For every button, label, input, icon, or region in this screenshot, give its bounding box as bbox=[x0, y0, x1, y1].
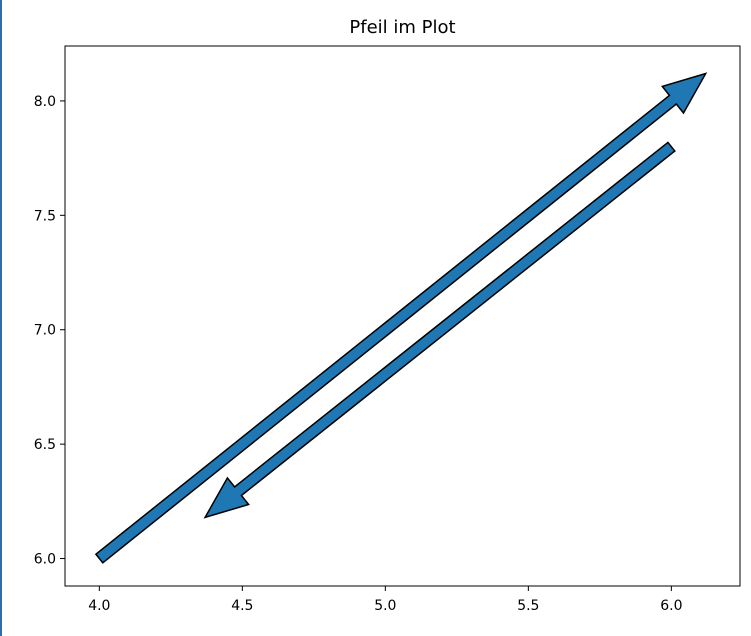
arrows-layer bbox=[94, 72, 708, 564]
x-tick-label: 6.0 bbox=[660, 598, 682, 614]
arrow-up-right bbox=[94, 72, 708, 564]
window-left-edge bbox=[0, 0, 2, 636]
x-tick-label: 5.5 bbox=[517, 598, 539, 614]
y-tick-label: 8.0 bbox=[34, 94, 56, 110]
x-tick-label: 4.0 bbox=[88, 598, 110, 614]
x-tick-label: 5.0 bbox=[374, 598, 396, 614]
y-tick-label: 6.0 bbox=[34, 552, 56, 568]
plot-area-frame bbox=[64, 45, 741, 587]
arrow-down-left bbox=[203, 141, 676, 519]
chart-title: Pfeil im Plot bbox=[349, 17, 455, 38]
x-tick-label: 4.5 bbox=[231, 598, 253, 614]
y-tick-label: 6.5 bbox=[34, 437, 56, 453]
x-axis: 4.0 4.5 5.0 5.5 6.0 bbox=[88, 586, 682, 614]
y-tick-label: 7.5 bbox=[34, 208, 56, 224]
y-tick-label: 7.0 bbox=[34, 323, 56, 339]
y-axis: 6.0 6.5 7.0 7.5 8.0 bbox=[34, 94, 65, 568]
